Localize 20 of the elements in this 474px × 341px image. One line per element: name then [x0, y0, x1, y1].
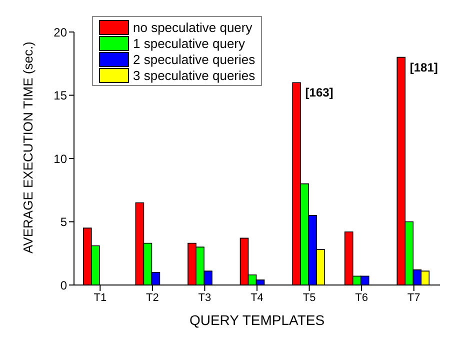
x-axis-title: QUERY TEMPLATES	[189, 312, 325, 328]
legend-label: no speculative query	[133, 20, 252, 34]
y-tick-label: 10	[54, 152, 68, 166]
legend-label: 2 speculative queries	[133, 52, 256, 66]
x-tick-label: T2	[146, 292, 159, 304]
x-tick-label: T3	[198, 292, 212, 304]
x-tick-label: T5	[302, 292, 316, 304]
x-tick-label: T7	[407, 292, 420, 304]
x-tick-label: T6	[355, 292, 368, 304]
y-tick-label: 0	[60, 278, 68, 292]
annotation: [181]	[410, 60, 438, 74]
y-tick-label: 15	[54, 88, 68, 103]
x-tick-label: T4	[250, 292, 264, 304]
x-tick-label: T1	[94, 292, 107, 304]
annotation: [163]	[305, 86, 334, 100]
y-tick-label: 5	[60, 215, 68, 230]
y-tick-label: 20	[54, 25, 68, 40]
legend-label: 3 speculative queries	[133, 68, 256, 82]
legend-label: 1 speculative query	[133, 36, 246, 50]
y-axis-title: AVERAGE EXECUTION TIME (sec.)	[20, 42, 36, 254]
